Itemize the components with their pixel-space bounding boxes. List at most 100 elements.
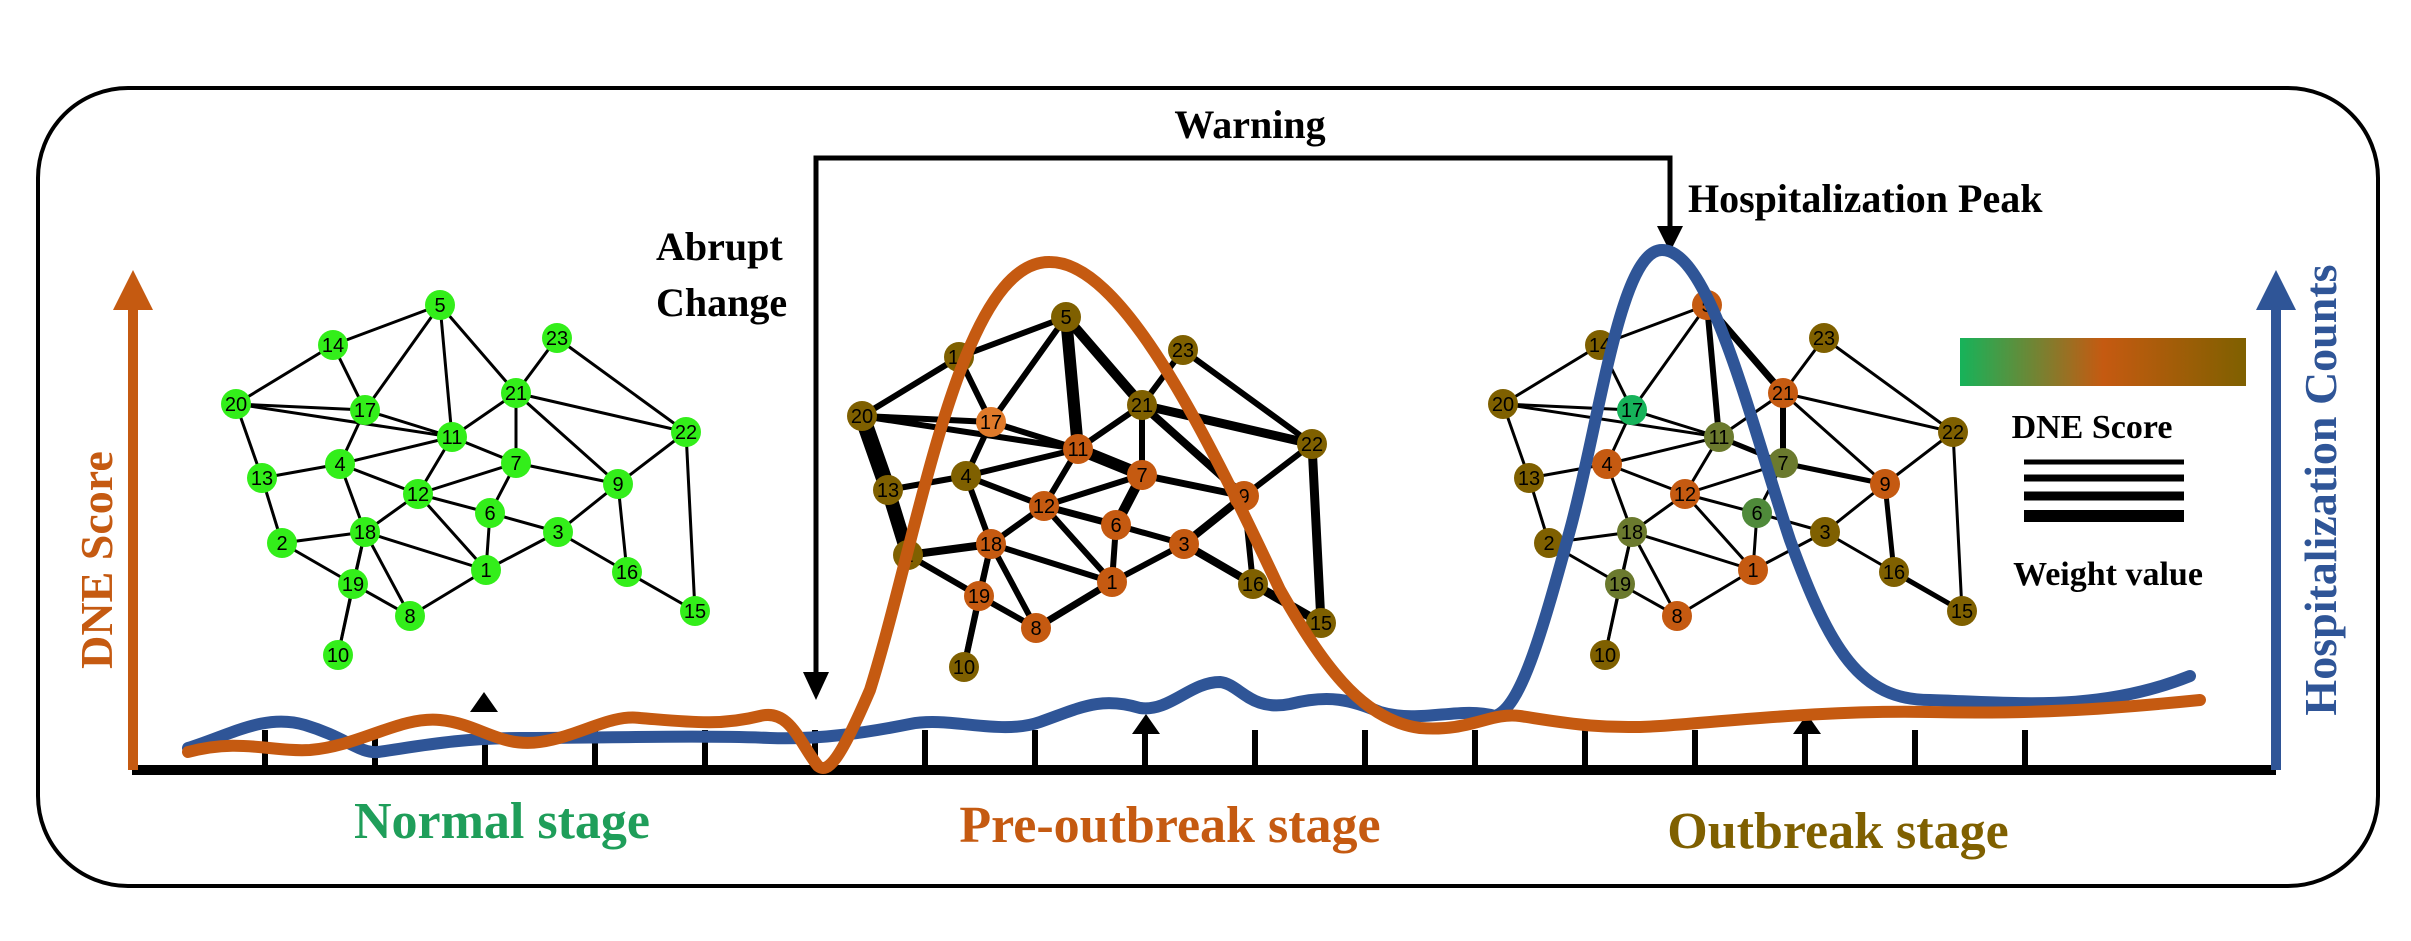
network-node-15 [1306, 608, 1336, 638]
network-edge [1605, 435, 1721, 466]
network-node-18 [350, 517, 380, 547]
network-edge [514, 461, 620, 486]
network-node-11 [437, 422, 467, 452]
network-edge [1630, 530, 1755, 572]
network-node-8 [1021, 613, 1051, 643]
network-node-label-15: 15 [1951, 601, 1973, 623]
network-node-19 [338, 569, 368, 599]
weight-legend-lines [2024, 459, 2184, 522]
stage-normal-label: Normal stage [354, 793, 650, 850]
network-edge [1501, 402, 1634, 412]
network-node-label-3: 3 [1178, 534, 1189, 556]
network-node-7 [1768, 448, 1798, 478]
network-node-7 [501, 448, 531, 478]
network-node-label-6: 6 [1110, 515, 1121, 537]
network-node-label-20: 20 [225, 394, 247, 416]
network-node-label-17: 17 [980, 412, 1002, 434]
network-node-label-11: 11 [1068, 439, 1089, 461]
network-node-label-1: 1 [1747, 560, 1758, 582]
network-node-label-4: 4 [960, 466, 971, 488]
network-node-6 [475, 498, 505, 528]
network-node-label-12: 12 [1033, 496, 1055, 518]
network-node-21 [1768, 378, 1798, 408]
hosp-axis-title: Hospitalization Counts [2295, 264, 2346, 715]
network-node-label-6: 6 [484, 503, 495, 525]
network-node-label-14: 14 [322, 335, 344, 357]
network-edge [234, 402, 367, 412]
network-edge [234, 343, 335, 406]
warning-bracket [813, 155, 1673, 692]
network-edge [514, 391, 620, 486]
network-node-label-1: 1 [480, 560, 491, 582]
network-edge [988, 541, 1115, 585]
network-edge [438, 303, 454, 439]
network-node-label-6: 6 [1751, 503, 1762, 525]
network-node-19 [1605, 569, 1635, 599]
network-node-label-18: 18 [354, 522, 376, 544]
network-edge [1822, 336, 1955, 434]
network-node-1 [471, 555, 501, 585]
network-node-4 [325, 449, 355, 479]
network-node-label-10: 10 [953, 657, 975, 679]
network-edge [331, 303, 442, 347]
network-node-13 [873, 475, 903, 505]
network-node-4 [1592, 449, 1622, 479]
dne-axis-arrow [113, 270, 153, 310]
network-node-1 [1097, 567, 1127, 597]
network-node-label-13: 13 [251, 468, 273, 490]
network-node-label-16: 16 [1242, 574, 1264, 596]
network-edge [1180, 347, 1315, 447]
network-node-label-8: 8 [404, 606, 415, 628]
network-node-18 [976, 529, 1006, 559]
network-node-10 [1590, 640, 1620, 670]
network-edge [963, 446, 1081, 479]
network-edge [363, 530, 488, 572]
network-node-8 [1662, 601, 1692, 631]
time-marker-2 [1132, 714, 1160, 734]
network-node-label-10: 10 [1594, 645, 1616, 667]
network-node-label-15: 15 [1310, 613, 1332, 635]
network-node-11 [1704, 422, 1734, 452]
network-node-label-8: 8 [1671, 606, 1682, 628]
network-node-14 [318, 330, 348, 360]
network-edge [1307, 439, 1326, 628]
warning-label: Warning [1174, 102, 1325, 147]
network-node-label-19: 19 [342, 574, 364, 596]
network-node-label-12: 12 [1674, 484, 1696, 506]
network-node-label-18: 18 [1621, 522, 1643, 544]
network-node-13 [247, 463, 277, 493]
network-node-label-17: 17 [354, 400, 376, 422]
network-edge [1630, 408, 1721, 439]
network-node-16 [612, 557, 642, 587]
network-node-label-15: 15 [684, 601, 706, 623]
network-node-label-7: 7 [510, 453, 521, 475]
network-node-11 [1063, 434, 1093, 464]
network-edge [1683, 492, 1755, 572]
network-edge [1061, 312, 1147, 410]
network-node-9 [603, 469, 633, 499]
network-edge [988, 541, 1039, 631]
network-node-10 [323, 640, 353, 670]
network-node-12 [403, 479, 433, 509]
network-node-label-12: 12 [407, 484, 429, 506]
network-node-label-10: 10 [327, 645, 349, 667]
network-node-20 [847, 401, 877, 431]
peak-arrow-head [1657, 226, 1683, 252]
network-node-3 [543, 517, 573, 547]
network-edge [684, 430, 697, 613]
network-node-label-19: 19 [968, 586, 990, 608]
network-node-8 [395, 601, 425, 631]
network-node-17 [976, 407, 1006, 437]
network-node-21 [501, 378, 531, 408]
network-node-label-5: 5 [434, 295, 445, 317]
legend-dne-score-label: DNE Score [2012, 409, 2173, 446]
network-node-5 [425, 290, 455, 320]
network-edge [363, 408, 454, 439]
network-node-20 [221, 389, 251, 419]
network-node-6 [1742, 498, 1772, 528]
network-edge [988, 419, 1081, 452]
network-node-13 [1514, 463, 1544, 493]
network-node-label-22: 22 [1301, 434, 1323, 456]
network-node-label-18: 18 [980, 534, 1002, 556]
network-node-23 [1809, 323, 1839, 353]
